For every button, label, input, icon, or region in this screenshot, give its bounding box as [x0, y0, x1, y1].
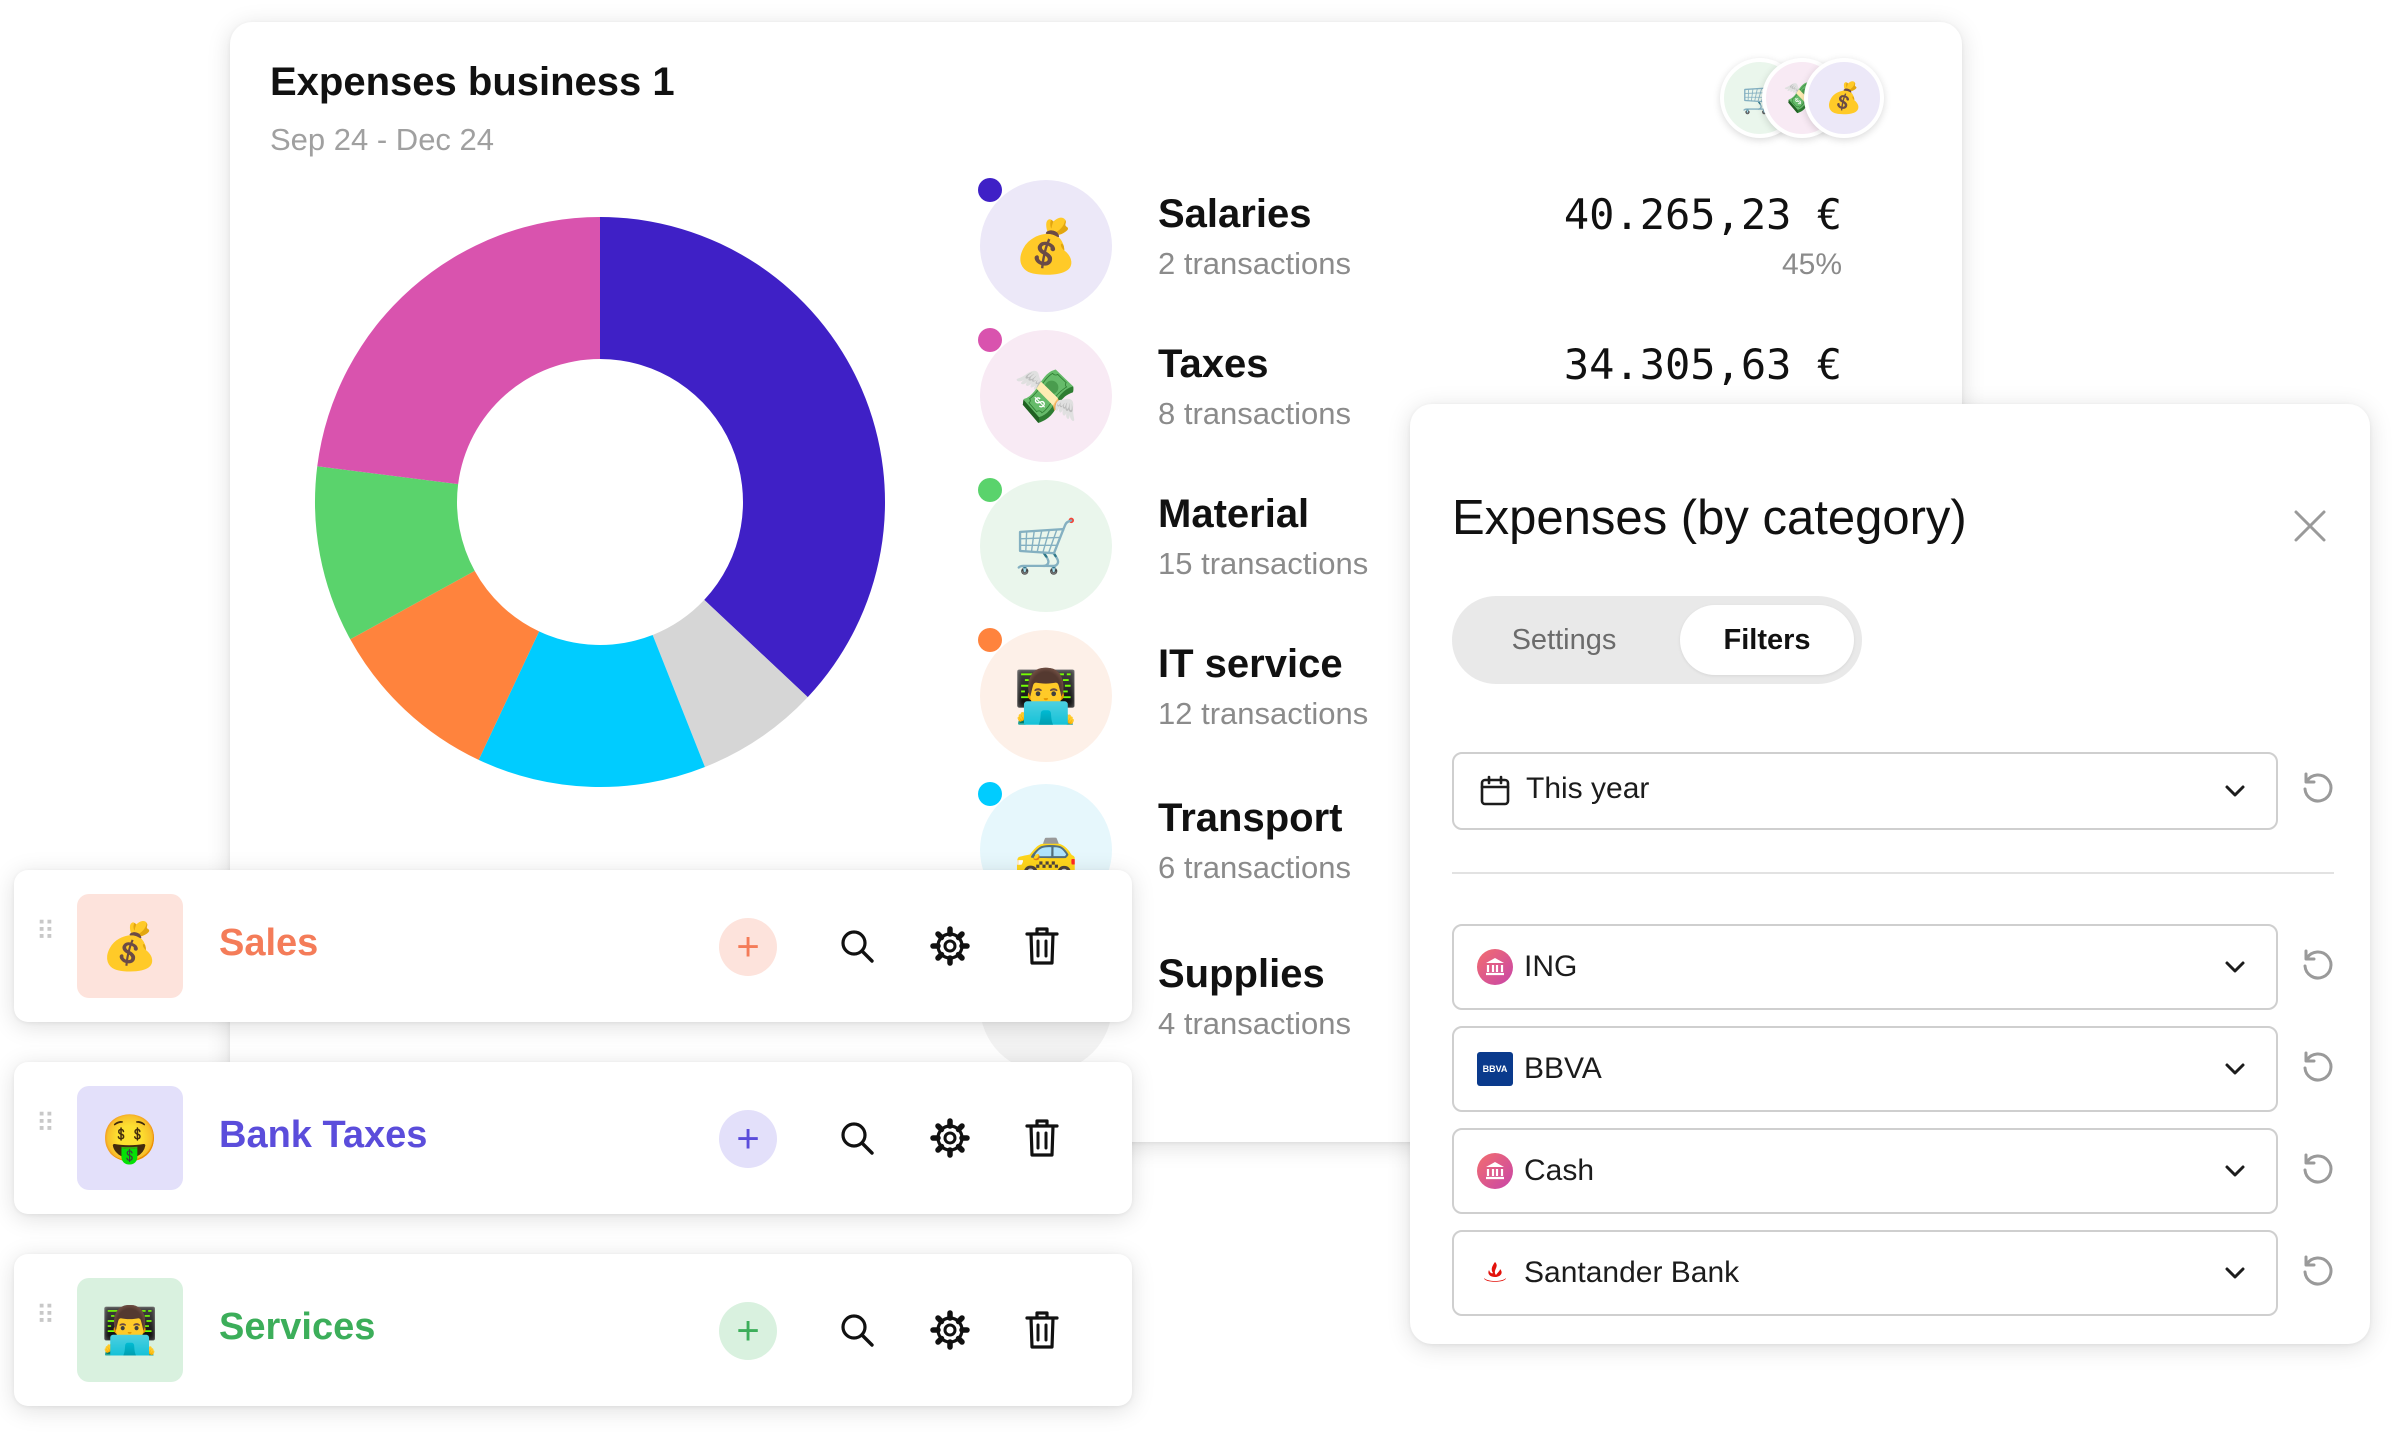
category-name: Taxes — [1158, 342, 1269, 386]
category-transaction-count: 4 transactions — [1158, 1006, 1351, 1041]
trash-icon[interactable] — [1012, 1108, 1072, 1168]
chevron-down-icon — [2225, 1267, 2245, 1279]
donut-slice-supplies[interactable] — [652, 599, 808, 767]
bank-filter-select[interactable]: Santander Bank — [1452, 1230, 2278, 1316]
add-icon[interactable]: + — [719, 1110, 777, 1168]
money-with-wings-icon: 💸 — [980, 330, 1112, 462]
category-row[interactable]: 👨‍💻 IT service 12 transactions — [978, 628, 1880, 770]
category-amount: 40.265,23 € — [1563, 190, 1842, 239]
category-name: Transport — [1158, 796, 1343, 840]
category-transaction-count: 2 transactions — [1158, 246, 1351, 281]
bank-filter-value: Santander Bank — [1524, 1256, 1740, 1289]
bank-filter-select[interactable]: BBVA BBVA — [1452, 1026, 2278, 1112]
reset-period-icon[interactable] — [2292, 762, 2344, 814]
trash-icon[interactable] — [1012, 1300, 1072, 1360]
category-amount: 34.305,63 € — [1563, 340, 1842, 389]
reset-bank-filter-icon[interactable] — [2292, 1245, 2344, 1297]
category-name: IT service — [1158, 642, 1343, 686]
category-avatar-stack[interactable]: 🛒 💸 💰 — [1720, 58, 1890, 138]
chevron-down-icon — [2225, 1063, 2245, 1075]
money-mouth-face-icon: 🤑 — [77, 1086, 183, 1190]
category-row[interactable]: 💸 Taxes 8 transactions 34.305,63 € — [978, 328, 1880, 470]
category-name: Supplies — [1158, 952, 1325, 996]
reset-bank-filter-icon[interactable] — [2292, 1041, 2344, 1093]
add-icon[interactable]: + — [719, 1302, 777, 1360]
category-name: Salaries — [1158, 192, 1312, 236]
bank-filter-select[interactable]: Cash — [1452, 1128, 2278, 1214]
category-name: Material — [1158, 492, 1310, 536]
account-name: Bank Taxes — [219, 1114, 428, 1156]
category-color-dot — [978, 178, 1002, 202]
technologist-icon: 👨‍💻 — [77, 1278, 183, 1382]
category-transaction-count: 15 transactions — [1158, 546, 1369, 581]
bank-icon — [1476, 1152, 1514, 1190]
donut-slice-material[interactable] — [315, 466, 475, 640]
tab-filters[interactable]: Filters — [1680, 605, 1854, 675]
account-name: Sales — [219, 922, 319, 964]
category-row[interactable]: 🛒 Material 15 transactions — [978, 478, 1880, 620]
calendar-icon — [1476, 772, 1514, 810]
money-bag-icon: 💰 — [77, 894, 183, 998]
category-color-dot — [978, 628, 1002, 652]
bbva-logo-icon: BBVA — [1476, 1050, 1514, 1088]
drag-handle-icon[interactable]: ⠿ — [36, 1300, 58, 1330]
donut-slice-taxes[interactable] — [317, 216, 600, 485]
filter-panel-title: Expenses (by category) — [1452, 491, 1967, 545]
settings-filters-toggle: Settings Filters — [1452, 596, 1862, 684]
account-name: Services — [219, 1306, 376, 1348]
close-icon[interactable] — [2284, 500, 2336, 552]
bank-filter-value: Cash — [1524, 1154, 1595, 1187]
category-color-dot — [978, 782, 1002, 806]
category-transaction-count: 8 transactions — [1158, 396, 1351, 431]
account-card[interactable]: ⠿ 👨‍💻 Services + — [14, 1254, 1132, 1406]
period-select[interactable]: This year — [1452, 752, 2278, 830]
money-bag-icon: 💰 — [1804, 58, 1884, 138]
reset-bank-filter-icon[interactable] — [2292, 939, 2344, 991]
category-transaction-count: 6 transactions — [1158, 850, 1351, 885]
category-row[interactable]: 💰 Salaries 2 transactions 40.265,23 € 45% — [978, 178, 1880, 320]
gear-icon[interactable] — [920, 1300, 980, 1360]
drag-handle-icon[interactable]: ⠿ — [36, 1108, 58, 1138]
chevron-down-icon — [2225, 785, 2245, 797]
category-transaction-count: 12 transactions — [1158, 696, 1369, 731]
category-color-dot — [978, 328, 1002, 352]
date-range: Sep 24 - Dec 24 — [270, 122, 495, 157]
gear-icon[interactable] — [920, 1108, 980, 1168]
drag-handle-icon[interactable]: ⠿ — [36, 916, 58, 946]
donut-slice-transport[interactable] — [478, 631, 705, 788]
account-card[interactable]: ⠿ 💰 Sales + — [14, 870, 1132, 1022]
search-icon[interactable] — [827, 1300, 887, 1360]
divider — [1452, 872, 2334, 874]
search-icon[interactable] — [827, 916, 887, 976]
bank-filter-select[interactable]: ING — [1452, 924, 2278, 1010]
technologist-icon: 👨‍💻 — [980, 630, 1112, 762]
bank-filter-value: BBVA — [1524, 1052, 1602, 1085]
filter-panel: Expenses (by category) Settings Filters … — [1410, 404, 2370, 1344]
bank-filter-value: ING — [1524, 950, 1578, 983]
search-icon[interactable] — [827, 1108, 887, 1168]
expenses-card-title: Expenses business 1 — [270, 60, 675, 104]
chevron-down-icon — [2225, 1165, 2245, 1177]
chevron-down-icon — [2225, 961, 2245, 973]
reset-bank-filter-icon[interactable] — [2292, 1143, 2344, 1195]
period-select-value: This year — [1526, 772, 1650, 805]
santander-flame-icon — [1476, 1254, 1514, 1292]
category-percentage: 45% — [1781, 248, 1842, 281]
trash-icon[interactable] — [1012, 916, 1072, 976]
money-bag-icon: 💰 — [980, 180, 1112, 312]
bank-icon — [1476, 948, 1514, 986]
expenses-donut-chart — [315, 216, 886, 788]
gear-icon[interactable] — [920, 916, 980, 976]
category-color-dot — [978, 478, 1002, 502]
donut-slice-salaries[interactable] — [600, 217, 886, 698]
account-card[interactable]: ⠿ 🤑 Bank Taxes + — [14, 1062, 1132, 1214]
shopping-cart-icon: 🛒 — [980, 480, 1112, 612]
add-icon[interactable]: + — [719, 918, 777, 976]
tab-settings[interactable]: Settings — [1511, 623, 1617, 656]
donut-slice-it-service[interactable] — [350, 570, 540, 760]
